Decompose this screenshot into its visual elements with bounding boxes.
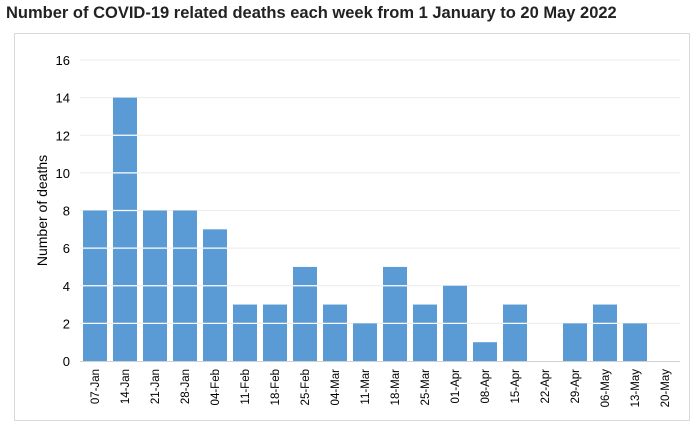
y-tick-label: 0 xyxy=(63,354,70,369)
x-tick-label: 04-Feb xyxy=(210,369,222,405)
x-tick-label: 28-Jan xyxy=(180,369,192,404)
y-tick-label: 12 xyxy=(56,128,70,143)
y-tick-label: 2 xyxy=(63,316,70,331)
bar xyxy=(233,304,257,361)
x-tick-label: 14-Jan xyxy=(120,369,132,404)
bar xyxy=(353,323,377,361)
x-tick-label: 11-Feb xyxy=(240,369,252,405)
y-tick-label: 10 xyxy=(56,166,70,181)
y-tick-label: 16 xyxy=(56,53,70,68)
chart-frame xyxy=(14,33,690,421)
x-tick-label: 21-Jan xyxy=(150,369,162,404)
y-tick-label: 14 xyxy=(56,91,70,106)
x-tick-label: 06-May xyxy=(600,369,612,408)
x-tick-label: 07-Jan xyxy=(90,369,102,404)
bar xyxy=(263,304,287,361)
bar xyxy=(563,323,587,361)
y-tick-label: 4 xyxy=(63,279,70,294)
x-tick-label: 25-Mar xyxy=(420,369,432,406)
x-tick-label: 08-Apr xyxy=(480,369,492,404)
x-tick-label: 11-Mar xyxy=(360,369,372,405)
x-tick-label: 18-Mar xyxy=(390,369,402,406)
x-tick-label: 01-Apr xyxy=(450,369,462,404)
bar xyxy=(113,97,137,361)
bar xyxy=(593,304,617,361)
bar xyxy=(383,266,407,361)
y-tick-label: 8 xyxy=(63,204,70,219)
bar xyxy=(413,304,437,361)
x-tick-label: 15-Apr xyxy=(510,369,522,404)
chart-title: Number of COVID-19 related deaths each w… xyxy=(6,4,617,22)
x-tick-label: 22-Apr xyxy=(540,369,552,404)
y-axis-label: Number of deaths xyxy=(34,155,50,266)
x-tick-label: 13-May xyxy=(630,369,642,408)
bar xyxy=(503,304,527,361)
y-tick-label: 6 xyxy=(63,241,70,256)
x-tick-label: 04-Mar xyxy=(330,369,342,406)
x-tick-label: 25-Feb xyxy=(300,369,312,405)
bar xyxy=(623,323,647,361)
bar xyxy=(203,229,227,361)
x-tick-label: 29-Apr xyxy=(570,369,582,404)
x-tick-label: 20-May xyxy=(660,369,672,408)
bar xyxy=(473,342,497,361)
bar xyxy=(323,304,347,361)
x-tick-label: 18-Feb xyxy=(270,369,282,405)
bar xyxy=(293,266,317,361)
